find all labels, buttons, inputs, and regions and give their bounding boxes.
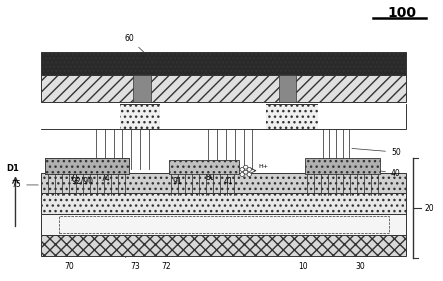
Bar (41, 75, 406, 102)
Text: 41: 41 (223, 171, 233, 185)
Text: 75: 75 (12, 180, 38, 189)
Bar (46, 158, 129, 174)
Circle shape (247, 167, 252, 171)
Bar (58, 216, 389, 233)
Text: 72: 72 (160, 257, 171, 271)
Bar (41, 173, 406, 193)
Text: 71: 71 (65, 169, 79, 183)
Text: 10: 10 (296, 257, 308, 271)
Text: 40: 40 (361, 168, 401, 178)
Circle shape (247, 173, 252, 176)
Bar (279, 75, 296, 102)
Circle shape (240, 167, 245, 171)
Circle shape (240, 173, 245, 176)
Bar (41, 214, 406, 235)
Text: D1: D1 (7, 164, 19, 173)
Bar (41, 193, 406, 214)
Bar (133, 75, 151, 102)
Circle shape (244, 165, 248, 169)
Text: 20: 20 (424, 204, 434, 213)
Bar (305, 158, 380, 174)
Text: H+: H+ (258, 164, 268, 169)
Bar (46, 158, 129, 174)
Bar (160, 104, 265, 129)
Bar (169, 160, 239, 174)
Text: 30: 30 (354, 257, 365, 271)
Text: 91: 91 (173, 171, 187, 185)
Bar (41, 235, 406, 257)
Text: 70: 70 (63, 257, 74, 271)
Bar (41, 104, 406, 129)
Text: 74: 74 (94, 171, 110, 183)
Circle shape (244, 170, 248, 174)
Text: 73: 73 (124, 257, 140, 271)
Text: 92/90: 92/90 (72, 171, 105, 185)
Text: 50: 50 (352, 148, 401, 157)
Text: 100: 100 (388, 6, 416, 19)
Text: 80: 80 (206, 167, 217, 182)
Bar (319, 104, 406, 129)
Bar (41, 104, 120, 129)
Bar (41, 52, 406, 75)
Text: 60: 60 (124, 34, 153, 61)
